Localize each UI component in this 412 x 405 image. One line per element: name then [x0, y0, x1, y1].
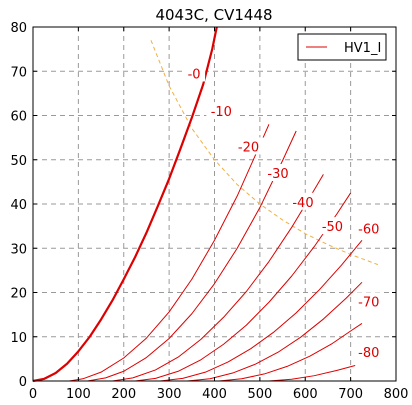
plate-curve-g30: [112, 174, 324, 382]
x-tick-label: 800: [384, 387, 409, 402]
x-tick-label: 600: [293, 387, 318, 402]
y-tick-label: 60: [10, 110, 27, 125]
curve-label-bg: [287, 192, 318, 210]
plate-curve-g40: [135, 192, 352, 382]
plate-curve-g20: [87, 130, 297, 382]
curve-label-bg: [317, 217, 348, 235]
curve-label: -30: [267, 167, 288, 182]
y-tick-label: 0: [19, 375, 27, 390]
curve-label: -50: [322, 220, 343, 235]
y-tick-label: 10: [10, 331, 27, 346]
x-tick-label: 700: [338, 387, 363, 402]
plate-curve-g50: [159, 239, 363, 382]
curve-label: -70: [358, 295, 379, 310]
y-tick-label: 40: [10, 198, 27, 213]
curve-label-bg: [206, 102, 237, 120]
y-tick-label: 70: [10, 65, 27, 80]
plate-curve-g0: [32, 26, 218, 383]
curve-label-bg: [183, 64, 206, 82]
plate-curve-g60: [187, 281, 363, 382]
curve-label: -80: [358, 346, 379, 361]
curve-label-bg: [263, 164, 294, 182]
curve-label: -60: [358, 222, 379, 237]
legend-entry-label: HV1_I: [344, 41, 381, 56]
y-tick-label: 80: [10, 21, 27, 36]
y-tick-label: 50: [10, 154, 27, 169]
curve-label-bg: [353, 292, 384, 310]
x-tick-label: 200: [111, 387, 136, 402]
dissipation-curve: [150, 40, 379, 266]
plate-curve-g80: [268, 365, 356, 382]
curve-label: -20: [238, 140, 259, 155]
x-tick-label: 0: [29, 387, 37, 402]
plate-curve-g70: [218, 323, 363, 382]
y-tick-label: 20: [10, 287, 27, 302]
curve-label: -40: [292, 196, 313, 211]
x-tick-label: 500: [247, 387, 272, 402]
curve-label-bg: [233, 137, 264, 155]
curve-label: -10: [211, 105, 232, 120]
chart-title: 4043C, CV1448: [155, 6, 272, 24]
plate-curve-g10: [69, 124, 270, 382]
legend: HV1_I: [297, 33, 387, 61]
x-tick-label: 400: [202, 387, 227, 402]
curve-label: -0: [188, 67, 201, 82]
y-tick-label: 30: [10, 242, 27, 257]
x-tick-label: 100: [66, 387, 91, 402]
curve-label-bg: [353, 219, 384, 237]
curve-label-bg: [353, 343, 384, 361]
x-tick-label: 300: [157, 387, 182, 402]
